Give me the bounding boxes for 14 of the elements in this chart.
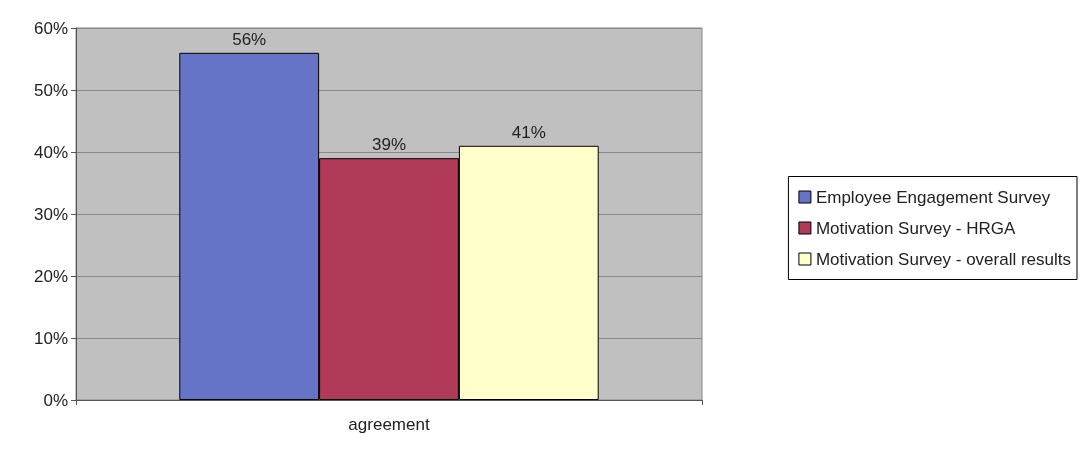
y-tick-label: 20% [33, 266, 68, 286]
y-tick-label: 50% [33, 80, 68, 100]
data-label: 41% [511, 122, 546, 142]
y-tick-label: 40% [33, 142, 68, 162]
y-tick-label: 0% [43, 390, 68, 410]
data-label: 56% [232, 29, 267, 49]
y-tick-label: 60% [33, 18, 68, 38]
legend-label: Employee Engagement Survey [815, 187, 1051, 207]
y-tick-label: 30% [33, 204, 68, 224]
data-label: 39% [371, 135, 407, 155]
legend-label: Motivation Survey - HRGA [815, 218, 1016, 238]
legend-label: Motivation Survey - overall results [815, 249, 1071, 269]
x-tick-label: agreement [348, 415, 430, 434]
y-tick-label: 10% [33, 328, 68, 348]
